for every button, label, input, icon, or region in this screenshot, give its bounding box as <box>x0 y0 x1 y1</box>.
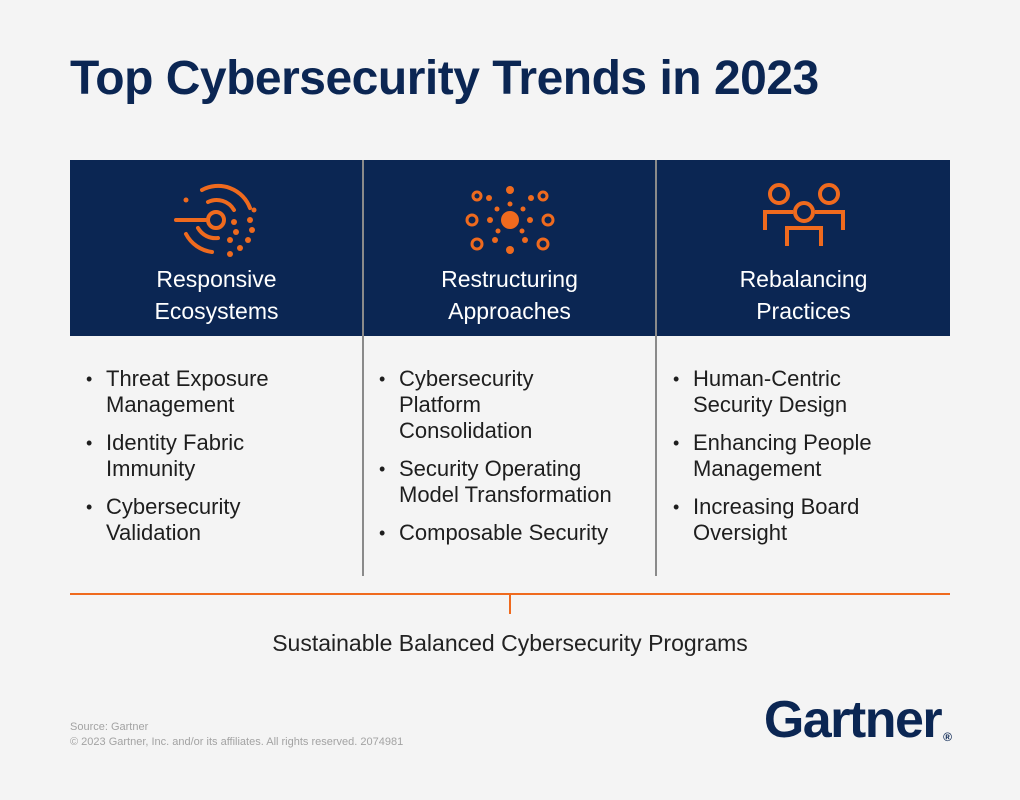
column-title: Responsive Ecosystems <box>70 263 363 327</box>
column-title-line: Ecosystems <box>154 298 279 324</box>
column-divider <box>655 160 657 576</box>
trend-list-restructuring-approaches: Cybersecurity Platform Consolidation Sec… <box>363 366 643 558</box>
column-title-line: Rebalancing <box>739 266 868 292</box>
column-header-responsive-ecosystems: Responsive Ecosystems <box>70 160 363 336</box>
foundation-label: Sustainable Balanced Cybersecurity Progr… <box>272 630 748 656</box>
registered-mark: ® <box>943 730 952 744</box>
column-title-line: Restructuring <box>441 266 578 292</box>
column-title-line: Responsive <box>156 266 277 292</box>
foundation-bracket-tick <box>509 593 511 614</box>
list-item: Enhancing People Management <box>657 430 907 482</box>
list-item: Security Operating Model Transformation <box>363 456 643 508</box>
page-title: Top Cybersecurity Trends in 2023 <box>70 52 819 105</box>
list-item: Cybersecurity Platform Consolidation <box>363 366 569 444</box>
list-item: Increasing Board Oversight <box>657 494 907 546</box>
gartner-logo: Gartner ® <box>763 690 952 763</box>
source-note: Source: Gartner © 2023 Gartner, Inc. and… <box>70 720 403 750</box>
column-header-restructuring-approaches: Restructuring Approaches <box>363 160 656 336</box>
copyright-line: © 2023 Gartner, Inc. and/or its affiliat… <box>70 736 404 748</box>
list-item: Identity Fabric Immunity <box>70 430 330 482</box>
network-cluster-icon <box>465 186 554 254</box>
logo-text: Gartner <box>763 691 943 749</box>
list-item: Cybersecurity Validation <box>70 494 330 546</box>
column-title: Restructuring Approaches <box>363 263 656 327</box>
radar-dots-icon <box>173 183 256 257</box>
column-title: Rebalancing Practices <box>657 263 950 327</box>
trend-list-responsive-ecosystems: Threat Exposure Management Identity Fabr… <box>70 366 330 558</box>
column-title-line: Practices <box>756 298 851 324</box>
source-line: Source: Gartner <box>70 721 149 733</box>
list-item: Human-Centric Security Design <box>657 366 883 418</box>
column-header-rebalancing-practices: Rebalancing Practices <box>657 160 950 336</box>
column-title-line: Approaches <box>448 298 571 324</box>
people-group-icon <box>762 183 845 246</box>
trend-list-rebalancing-practices: Human-Centric Security Design Enhancing … <box>657 366 907 558</box>
list-item: Threat Exposure Management <box>70 366 330 418</box>
list-item: Composable Security <box>363 520 643 546</box>
